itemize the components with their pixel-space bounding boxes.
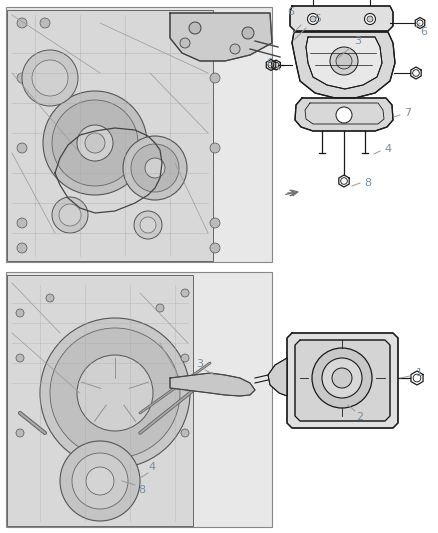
FancyBboxPatch shape — [6, 272, 272, 527]
Circle shape — [336, 53, 352, 69]
Circle shape — [210, 73, 220, 83]
Circle shape — [17, 18, 27, 28]
Circle shape — [17, 73, 27, 83]
Text: 3: 3 — [197, 359, 204, 369]
Circle shape — [180, 38, 190, 48]
Circle shape — [367, 16, 373, 22]
Text: 2: 2 — [357, 412, 364, 422]
Circle shape — [40, 318, 190, 468]
Polygon shape — [170, 13, 272, 61]
Circle shape — [332, 368, 352, 388]
Polygon shape — [170, 373, 255, 396]
Circle shape — [77, 355, 153, 431]
Circle shape — [181, 354, 189, 362]
Circle shape — [312, 348, 372, 408]
Circle shape — [330, 47, 358, 75]
Polygon shape — [290, 6, 393, 31]
Circle shape — [40, 18, 50, 28]
Text: 6: 6 — [420, 27, 427, 37]
Circle shape — [32, 60, 68, 96]
Circle shape — [17, 218, 27, 228]
Polygon shape — [295, 340, 390, 421]
Text: 3: 3 — [354, 36, 361, 46]
Circle shape — [86, 467, 114, 495]
Circle shape — [364, 13, 375, 25]
Circle shape — [72, 453, 128, 509]
Circle shape — [210, 243, 220, 253]
Circle shape — [16, 429, 24, 437]
Circle shape — [17, 243, 27, 253]
Text: 4: 4 — [385, 144, 392, 154]
FancyBboxPatch shape — [7, 275, 193, 526]
Text: 6: 6 — [287, 7, 294, 17]
Circle shape — [181, 289, 189, 297]
Text: 7: 7 — [404, 108, 412, 118]
Text: 4: 4 — [148, 462, 155, 472]
Circle shape — [140, 217, 156, 233]
Circle shape — [123, 136, 187, 200]
Text: 5: 5 — [314, 14, 321, 24]
Text: 8: 8 — [364, 178, 371, 188]
Circle shape — [230, 44, 240, 54]
Circle shape — [52, 197, 88, 233]
Polygon shape — [287, 333, 398, 428]
Polygon shape — [292, 32, 395, 98]
Circle shape — [17, 143, 27, 153]
Text: 8: 8 — [138, 485, 145, 495]
Polygon shape — [268, 358, 287, 396]
Circle shape — [307, 13, 318, 25]
Text: 1: 1 — [416, 368, 423, 378]
Circle shape — [43, 91, 147, 195]
Circle shape — [185, 18, 195, 28]
Polygon shape — [295, 98, 393, 131]
Circle shape — [22, 50, 78, 106]
Circle shape — [242, 27, 254, 39]
Circle shape — [131, 144, 179, 192]
Circle shape — [46, 294, 54, 302]
Circle shape — [145, 158, 165, 178]
Circle shape — [156, 304, 164, 312]
Text: 6: 6 — [266, 58, 273, 68]
FancyBboxPatch shape — [6, 7, 272, 262]
Circle shape — [77, 125, 113, 161]
Circle shape — [85, 133, 105, 153]
FancyBboxPatch shape — [7, 10, 213, 261]
Circle shape — [322, 358, 362, 398]
Circle shape — [16, 354, 24, 362]
Circle shape — [134, 211, 162, 239]
Circle shape — [60, 441, 140, 521]
Circle shape — [181, 429, 189, 437]
Circle shape — [52, 100, 138, 186]
Circle shape — [336, 107, 352, 123]
Circle shape — [310, 16, 316, 22]
Polygon shape — [306, 37, 382, 89]
Circle shape — [50, 328, 180, 458]
Circle shape — [210, 218, 220, 228]
Circle shape — [210, 18, 220, 28]
Circle shape — [16, 309, 24, 317]
Circle shape — [59, 204, 81, 226]
Circle shape — [210, 143, 220, 153]
Circle shape — [189, 22, 201, 34]
